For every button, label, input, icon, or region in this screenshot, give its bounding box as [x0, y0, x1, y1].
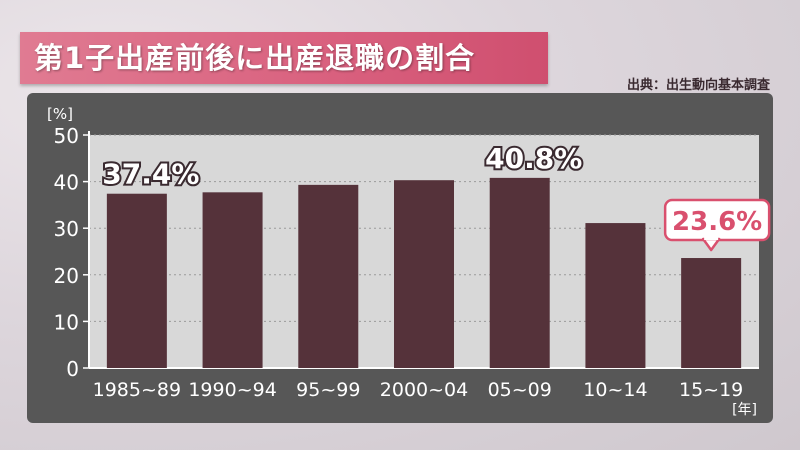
y-tick-label: 10: [54, 310, 79, 334]
source-label: 出典：出生動向基本調査: [626, 78, 770, 93]
bar: [298, 184, 359, 368]
data-callout: 23.6%: [663, 198, 771, 252]
chart-panel: 0 10 20 30 40 50 [%] [年] 1985~89 1990~94 95~99 2000…: [27, 93, 773, 423]
x-tick-label: 1985~89: [93, 379, 181, 401]
x-tick-label: 10~14: [583, 379, 647, 401]
bar: [106, 193, 167, 368]
y-tick-label: 0: [66, 357, 79, 381]
y-tick-label: 30: [54, 217, 79, 241]
data-label: 37.4%: [102, 158, 199, 191]
bar: [681, 258, 742, 368]
y-tick-label: 40: [54, 171, 79, 195]
bar: [394, 180, 454, 368]
x-tick-label: 2000~04: [380, 379, 468, 401]
y-axis-label: [%]: [47, 105, 73, 123]
data-label: 40.8%: [485, 142, 582, 175]
bar-chart: 0 10 20 30 40 50[%] [年] 1985~89 1990~94 95~99 2000…: [47, 105, 771, 418]
x-tick-label: 95~99: [296, 379, 360, 401]
bar: [585, 223, 646, 368]
callout-pointer-mask: [704, 236, 719, 241]
x-tick-label: 1990~94: [188, 379, 276, 401]
x-tick-label: 15~19: [679, 379, 743, 401]
bar: [202, 192, 263, 368]
title-banner: 第1子出産前後に出産退職の割合: [20, 32, 548, 84]
x-tick-label: 05~09: [488, 379, 552, 401]
data-label: 23.6%: [672, 207, 762, 237]
x-axis-label: [年]: [732, 402, 757, 418]
page-title: 第1子出産前後に出産退職の割合: [34, 41, 476, 75]
bar: [489, 177, 550, 368]
y-tick-label: 50: [54, 124, 79, 148]
y-tick-label: 20: [54, 264, 79, 288]
